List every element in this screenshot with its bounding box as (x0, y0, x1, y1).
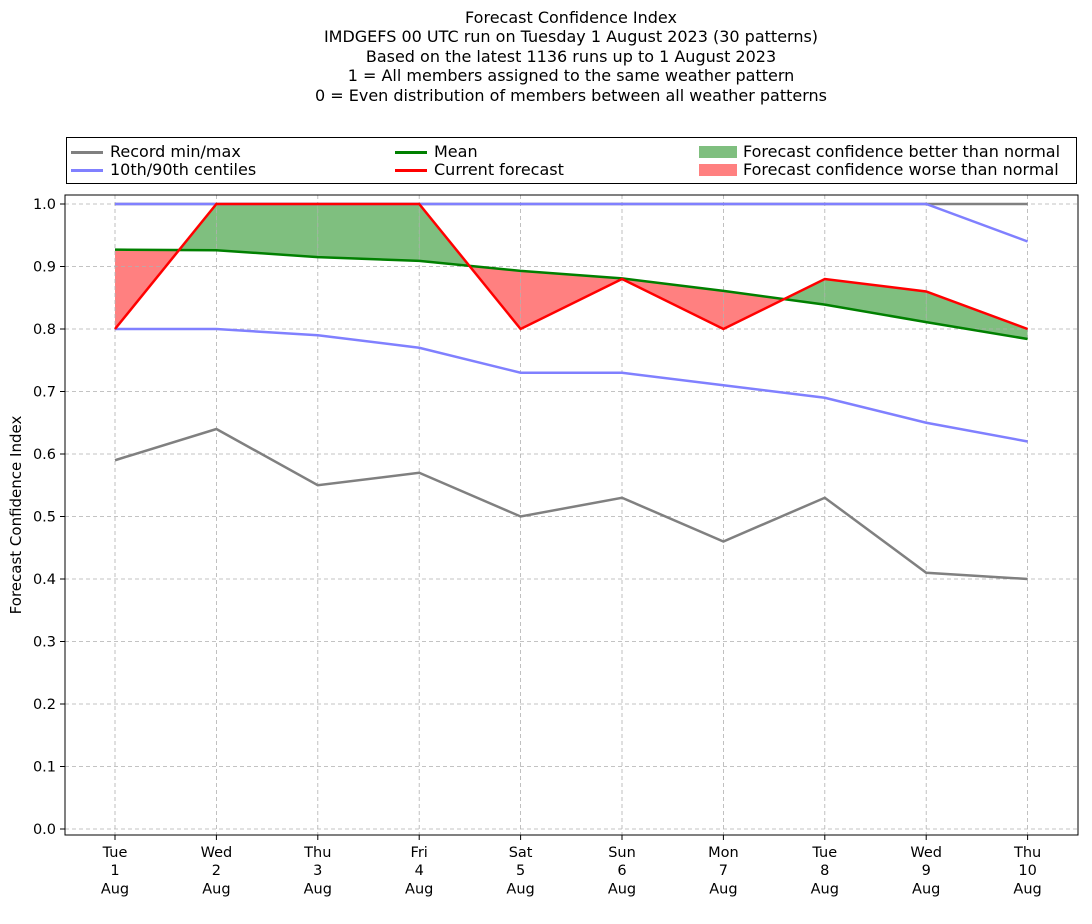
fills-layer (115, 204, 1028, 339)
y-tick-label: 0.6 (33, 447, 56, 463)
better-fill-region (216, 204, 318, 258)
title-line-3: Based on the latest 1136 runs up to 1 Au… (365, 46, 777, 66)
x-tick-label: Sat 5 Aug (506, 845, 534, 897)
x-tick-label: Thu 10 Aug (1013, 845, 1042, 897)
legend-item-worse: Forecast confidence worse than normal (699, 161, 1075, 179)
legend-label-record: Record min/max (110, 142, 241, 161)
title-line-4: 1 = All members assigned to the same wea… (347, 66, 795, 86)
legend-label-centiles: 10th/90th centiles (110, 160, 257, 179)
y-tick-label: 0.7 (33, 385, 56, 401)
worse-fill-region (723, 290, 785, 329)
better-fill-region (926, 291, 1028, 339)
series-line-current (114, 202, 1029, 331)
legend-label-worse: Forecast confidence worse than normal (743, 160, 1059, 179)
y-tick-label: 0.1 (33, 760, 56, 776)
x-tick-label: Wed 9 Aug (910, 845, 942, 897)
legend-label-current: Current forecast (434, 160, 564, 179)
plot-frame (64, 194, 1079, 836)
y-tick-label: 0.9 (33, 260, 56, 276)
legend-item-current: Current forecast (395, 161, 695, 179)
legend-swatch-mean (395, 151, 427, 154)
x-tick-label: Wed 2 Aug (201, 845, 233, 897)
series-line-p10 (115, 327, 1028, 443)
legend-swatch-better (699, 146, 737, 158)
x-tick-label: Tue 1 Aug (101, 845, 129, 897)
y-tick-label: 0.4 (33, 572, 56, 588)
x-tick-label: Sun 6 Aug (608, 845, 636, 897)
legend-swatch-current (395, 169, 427, 172)
legend-label-mean: Mean (434, 142, 478, 161)
y-tick-label: 0.0 (33, 822, 56, 838)
better-fill-region (317, 204, 420, 261)
legend-item-centiles: 10th/90th centiles (71, 161, 371, 179)
y-tick-label: 0.8 (33, 322, 56, 338)
title-line-2: IMDGEFS 00 UTC run on Tuesday 1 August 2… (323, 27, 819, 47)
y-tick-label: 0.3 (33, 635, 56, 651)
worse-fill-region (520, 270, 622, 329)
axes-layer: 0.0 0.1 0.2 0.3 0.4 0.5 0.6 0.7 0.8 0.9 1.0 Tue 1 Aug… (33, 197, 1042, 897)
legend-item-mean: Mean (395, 143, 695, 161)
title-line-5: 0 = Even distribution of members between… (314, 85, 828, 105)
lines-layer (114, 202, 1029, 581)
legend-label-better: Forecast confidence better than normal (743, 142, 1061, 161)
y-tick-label: 0.5 (33, 510, 56, 526)
x-tick-label: Tue 8 Aug (811, 845, 839, 897)
x-tick-label: Thu 3 Aug (303, 845, 332, 897)
legend-item-record: Record min/max (71, 143, 371, 161)
x-tick-label: Fri 4 Aug (405, 845, 433, 897)
series-line-record-min (114, 427, 1028, 581)
x-tick-label: Mon 7 Aug (708, 845, 739, 897)
legend-swatch-worse (699, 164, 737, 176)
series-line-mean (114, 248, 1028, 341)
chart-title: Forecast Confidence Index IMDGEFS 00 UTC… (0, 8, 1092, 105)
legend-swatch-centiles (71, 169, 103, 172)
legend-swatch-record (71, 151, 103, 154)
better-fill-region (824, 279, 927, 323)
title-line-1: Forecast Confidence Index (465, 8, 677, 27)
y-axis-label: Forecast Confidence Index (7, 416, 25, 615)
y-tick-label: 0.2 (33, 697, 56, 713)
y-tick-label: 1.0 (33, 197, 56, 213)
legend-item-better: Forecast confidence better than normal (699, 143, 1075, 161)
legend: Record min/max 10th/90th centiles Mean C… (66, 137, 1077, 184)
